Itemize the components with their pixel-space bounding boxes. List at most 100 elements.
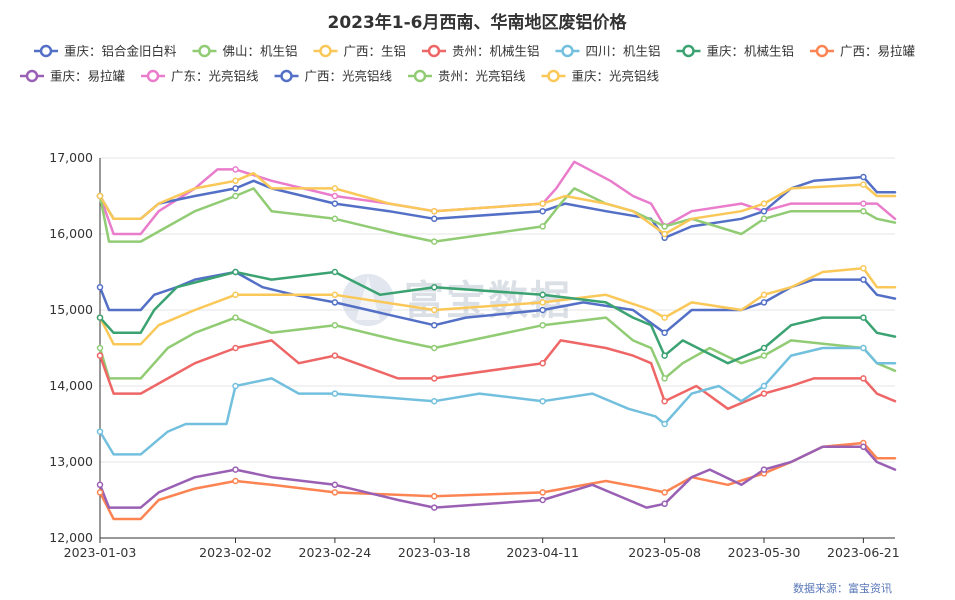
data-point — [760, 390, 768, 397]
data-point — [232, 291, 239, 299]
data-point — [331, 185, 339, 192]
x-tick-label: 2023-01-03 — [64, 545, 137, 560]
x-tick-label: 2023-06-21 — [827, 545, 900, 560]
data-point — [232, 268, 239, 276]
legend-marker — [427, 44, 441, 58]
x-tick-label: 2023-02-02 — [199, 545, 272, 560]
legend-marker — [561, 44, 574, 58]
legend-item[interactable]: 重庆：铝合金旧白料 — [34, 44, 177, 59]
series-markers — [96, 166, 867, 511]
y-tick-label: 16,000 — [49, 226, 93, 241]
data-point — [232, 466, 239, 473]
data-point — [860, 375, 867, 382]
data-point — [539, 223, 546, 230]
data-point — [760, 200, 768, 207]
data-point — [96, 192, 104, 200]
data-point — [860, 443, 867, 451]
legend-item[interactable]: 广西：易拉罐 — [810, 44, 916, 59]
data-point — [661, 397, 668, 405]
legend-label: 广西：光亮铝线 — [305, 69, 393, 84]
data-point — [96, 314, 104, 321]
data-point — [661, 314, 668, 321]
legend-label: 贵州：光亮铝线 — [438, 69, 526, 84]
legend-label: 重庆：机械生铝 — [707, 44, 795, 59]
series-line — [98, 339, 897, 411]
legend-item[interactable]: 佛山：机生铝 — [192, 44, 298, 59]
data-point — [96, 283, 104, 291]
data-point — [331, 390, 339, 397]
data-point — [331, 192, 339, 200]
data-point — [431, 321, 438, 329]
data-point — [331, 489, 339, 496]
series-line — [98, 171, 897, 236]
data-point — [760, 382, 768, 390]
chart-title: 2023年1-6月西南、华南地区废铝价格 — [327, 12, 627, 33]
y-tick-label: 13,000 — [49, 454, 93, 469]
data-point — [232, 314, 239, 321]
data-point — [232, 166, 239, 173]
series-line — [98, 316, 897, 380]
data-point — [96, 481, 104, 489]
legend-marker — [319, 44, 332, 58]
data-point — [539, 496, 546, 504]
data-point — [860, 264, 867, 272]
data-point — [661, 230, 668, 238]
data-point — [431, 283, 438, 291]
data-point — [539, 397, 546, 405]
legend-item[interactable]: 重庆：光亮铝线 — [541, 69, 660, 84]
x-tick-label: 2023-03-18 — [398, 545, 471, 560]
data-point — [431, 344, 438, 352]
data-point — [539, 489, 546, 496]
data-point — [539, 207, 546, 215]
data-point — [431, 375, 438, 382]
series-line — [98, 445, 897, 509]
legend-marker — [146, 69, 160, 83]
data-point — [860, 207, 867, 215]
legend-item[interactable]: 广东：光亮铝线 — [141, 69, 259, 84]
series-line — [98, 441, 897, 521]
legend-label: 贵州：机械生铝 — [452, 44, 540, 59]
data-point — [331, 200, 339, 207]
legend-label: 重庆：铝合金旧白料 — [64, 44, 177, 59]
legend-item[interactable]: 贵州：机械生铝 — [422, 44, 540, 59]
legend-item[interactable]: 广西：光亮铝线 — [274, 69, 393, 84]
legend-marker — [682, 44, 695, 58]
y-tick-label: 15,000 — [49, 302, 93, 317]
data-point — [331, 299, 339, 306]
legend-label: 广西：生铝 — [344, 44, 407, 59]
data-point — [760, 207, 768, 215]
data-point — [232, 185, 239, 192]
data-point — [232, 192, 239, 200]
data-point — [232, 344, 239, 352]
x-tick-label: 2023-04-11 — [506, 545, 579, 560]
legend-item[interactable]: 广西：生铝 — [313, 44, 407, 59]
data-point — [661, 375, 668, 382]
data-point — [431, 215, 438, 223]
series-line — [98, 266, 897, 346]
data-point — [232, 177, 239, 185]
data-point — [431, 207, 438, 215]
legend-marker — [39, 44, 53, 58]
data-point — [661, 500, 668, 508]
data-point — [331, 291, 339, 299]
series-lines — [98, 160, 897, 521]
data-point — [431, 397, 438, 405]
data-point — [860, 181, 867, 188]
legend-item[interactable]: 四川：机生铝 — [555, 44, 661, 59]
series-line — [98, 346, 897, 456]
data-point — [760, 215, 768, 223]
data-point — [539, 291, 546, 299]
legend-item[interactable]: 贵州：光亮铝线 — [408, 69, 526, 84]
data-point — [96, 352, 104, 359]
series-line — [98, 270, 897, 365]
data-point — [760, 344, 768, 352]
legend-marker — [547, 69, 560, 83]
x-tick-label: 2023-02-24 — [299, 545, 372, 560]
legend-item[interactable]: 重庆：机械生铝 — [676, 44, 795, 59]
data-point — [431, 238, 438, 245]
legend-item[interactable]: 重庆：易拉罐 — [20, 69, 126, 84]
legend-label: 重庆：易拉罐 — [50, 69, 126, 84]
legend: 重庆：铝合金旧白料 佛山：机生铝 广西：生铝 贵州：机械生铝 四川：机生铝 重庆：机械生铝… — [20, 44, 916, 84]
data-point — [760, 299, 768, 306]
